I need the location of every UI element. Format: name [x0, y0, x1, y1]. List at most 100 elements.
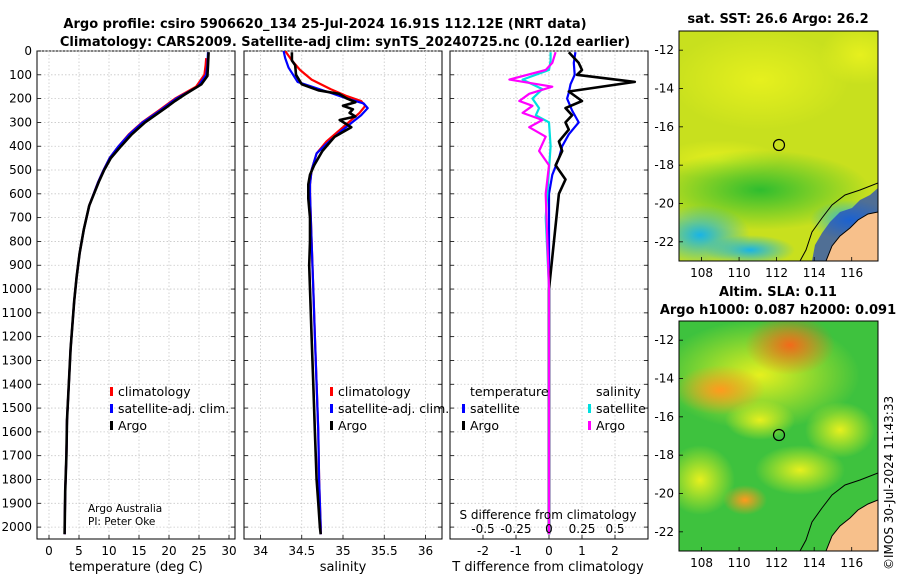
y-tick-label: 1700 — [1, 449, 32, 463]
x-tick-label: 1 — [578, 544, 586, 558]
legend-swatch-satellite — [110, 404, 113, 413]
sst-argo-marker — [772, 138, 786, 152]
map-y-tick-label: -14 — [654, 82, 674, 96]
series-line-salinity-argo — [508, 51, 557, 535]
credit-pi: PI: Peter Oke — [88, 516, 155, 528]
legend-swatch-sal-satellite — [588, 404, 591, 413]
legend-label: Argo — [470, 418, 499, 433]
series-line-temperature-argo — [547, 51, 637, 535]
legend-label: climatology — [118, 384, 191, 399]
y-tick-label: 800 — [9, 234, 32, 248]
salinity-xlabel: salinity — [320, 560, 367, 575]
map-y-tick-label: -16 — [654, 120, 674, 134]
map-y-tick-label: -22 — [654, 525, 674, 539]
sla-high-patch — [679, 445, 735, 515]
legend-label: satellite — [596, 401, 646, 416]
map-y-tick-label: -16 — [654, 410, 674, 424]
s-diff-tick-label: -0.25 — [500, 522, 531, 536]
map-y-tick-label: -18 — [654, 448, 674, 462]
y-tick-label: 1300 — [1, 353, 32, 367]
sla-argo-marker — [772, 428, 786, 442]
y-tick-label: 1900 — [1, 496, 32, 510]
x-tick-label: 15 — [131, 544, 146, 558]
x-tick-label: 25 — [191, 544, 206, 558]
sst-map-frame — [678, 30, 879, 262]
map-y-tick-label: -20 — [654, 197, 674, 211]
x-tick-label: 34 — [253, 544, 268, 558]
credit-org: Argo Australia — [88, 503, 162, 515]
sst-map-title: sat. SST: 26.6 Argo: 26.2 — [687, 12, 868, 27]
difference-xlabel: T difference from climatology — [451, 560, 644, 575]
title-line-1: Argo profile: csiro 5906620_134 25-Jul-2… — [63, 17, 586, 32]
y-tick-label: 1500 — [1, 401, 32, 415]
x-tick-label: -1 — [510, 544, 522, 558]
sst-cold-patch — [705, 235, 795, 261]
map-x-tick-label: 110 — [728, 556, 751, 570]
sla-land — [825, 499, 878, 551]
map-x-tick-label: 112 — [765, 556, 788, 570]
y-tick-label: 1200 — [1, 330, 32, 344]
legend-swatch-climatology — [110, 387, 113, 396]
map-x-tick-label: 114 — [803, 266, 826, 280]
s-diff-tick-label: 0 — [545, 522, 553, 536]
y-tick-label: 0 — [24, 44, 32, 58]
temperature-xlabel: temperature (deg C) — [69, 560, 203, 575]
x-tick-label: 34.5 — [288, 544, 315, 558]
s-diff-tick-label: -0.5 — [471, 522, 494, 536]
map-x-tick-label: 112 — [765, 266, 788, 280]
legend-swatch-argo — [330, 421, 333, 430]
map-y-tick-label: -14 — [654, 372, 674, 386]
series-line-argo — [290, 52, 357, 535]
sla-map-frame — [678, 320, 879, 552]
x-tick-label: 20 — [161, 544, 176, 558]
legend-swatch-climatology — [330, 387, 333, 396]
sst-land — [825, 211, 878, 261]
y-tick-label: 600 — [9, 187, 32, 201]
sla-high-patch — [723, 485, 767, 515]
legend-swatch-temp-argo — [462, 421, 465, 430]
legend-swatch-satellite — [330, 404, 333, 413]
x-tick-label: 0 — [545, 544, 553, 558]
sla-high-patch — [755, 445, 845, 495]
series-line-temperature-satellite — [547, 52, 580, 535]
legend-label: satellite-adj. clim. — [118, 401, 229, 416]
sla-map-subtitle: Argo h1000: 0.087 h2000: 0.091 — [660, 303, 896, 318]
map-x-tick-label: 116 — [840, 556, 863, 570]
s-diff-tick-label: 0.25 — [569, 522, 596, 536]
map-y-tick-label: -18 — [654, 158, 674, 172]
map-y-tick-label: -22 — [654, 235, 674, 249]
sst-warm-patch — [679, 31, 850, 130]
map-x-tick-label: 114 — [803, 556, 826, 570]
y-tick-label: 900 — [9, 258, 32, 272]
legend-label: satellite — [470, 401, 520, 416]
y-tick-label: 200 — [9, 92, 32, 106]
map-x-tick-label: 110 — [728, 266, 751, 280]
temperature-panel: 0 5 10 15 20 25 300100200300400500600700800900… — [1, 44, 236, 575]
map-x-tick-label: 116 — [840, 266, 863, 280]
salinity-axes — [243, 50, 443, 540]
y-tick-label: 700 — [9, 211, 32, 225]
legend-swatch-sal-argo — [588, 421, 591, 430]
y-tick-label: 1400 — [1, 377, 32, 391]
x-tick-label: 5 — [75, 544, 83, 558]
sst-depth-contour — [799, 182, 878, 261]
map-y-tick-label: -12 — [654, 333, 674, 347]
sla-high-patch — [745, 321, 835, 375]
difference-panel: -2 -1 0 1 2 T difference from climatology — [449, 50, 649, 575]
sst-warm-patch — [820, 31, 878, 85]
legend-swatch-temp-satellite — [462, 404, 465, 413]
map-x-tick-label: 108 — [690, 266, 713, 280]
legend-title-temperature: temperature — [470, 384, 549, 399]
title-line-2: Climatology: CARS2009. Satellite-adj cli… — [60, 35, 630, 50]
legend-label: satellite-adj. clim. — [338, 401, 449, 416]
legend-swatch-argo — [110, 421, 113, 430]
difference-legend: temperature salinity satellite Argo sate… — [462, 384, 646, 433]
salinity-legend: climatology satellite-adj. clim. Argo — [330, 384, 449, 433]
legend-label: Argo — [596, 418, 625, 433]
series-line-argo — [63, 52, 210, 535]
y-tick-label: 1100 — [1, 306, 32, 320]
x-tick-label: -2 — [477, 544, 489, 558]
sla-map-title: Altim. SLA: 0.11 — [719, 285, 837, 300]
x-tick-label: 35.5 — [371, 544, 398, 558]
